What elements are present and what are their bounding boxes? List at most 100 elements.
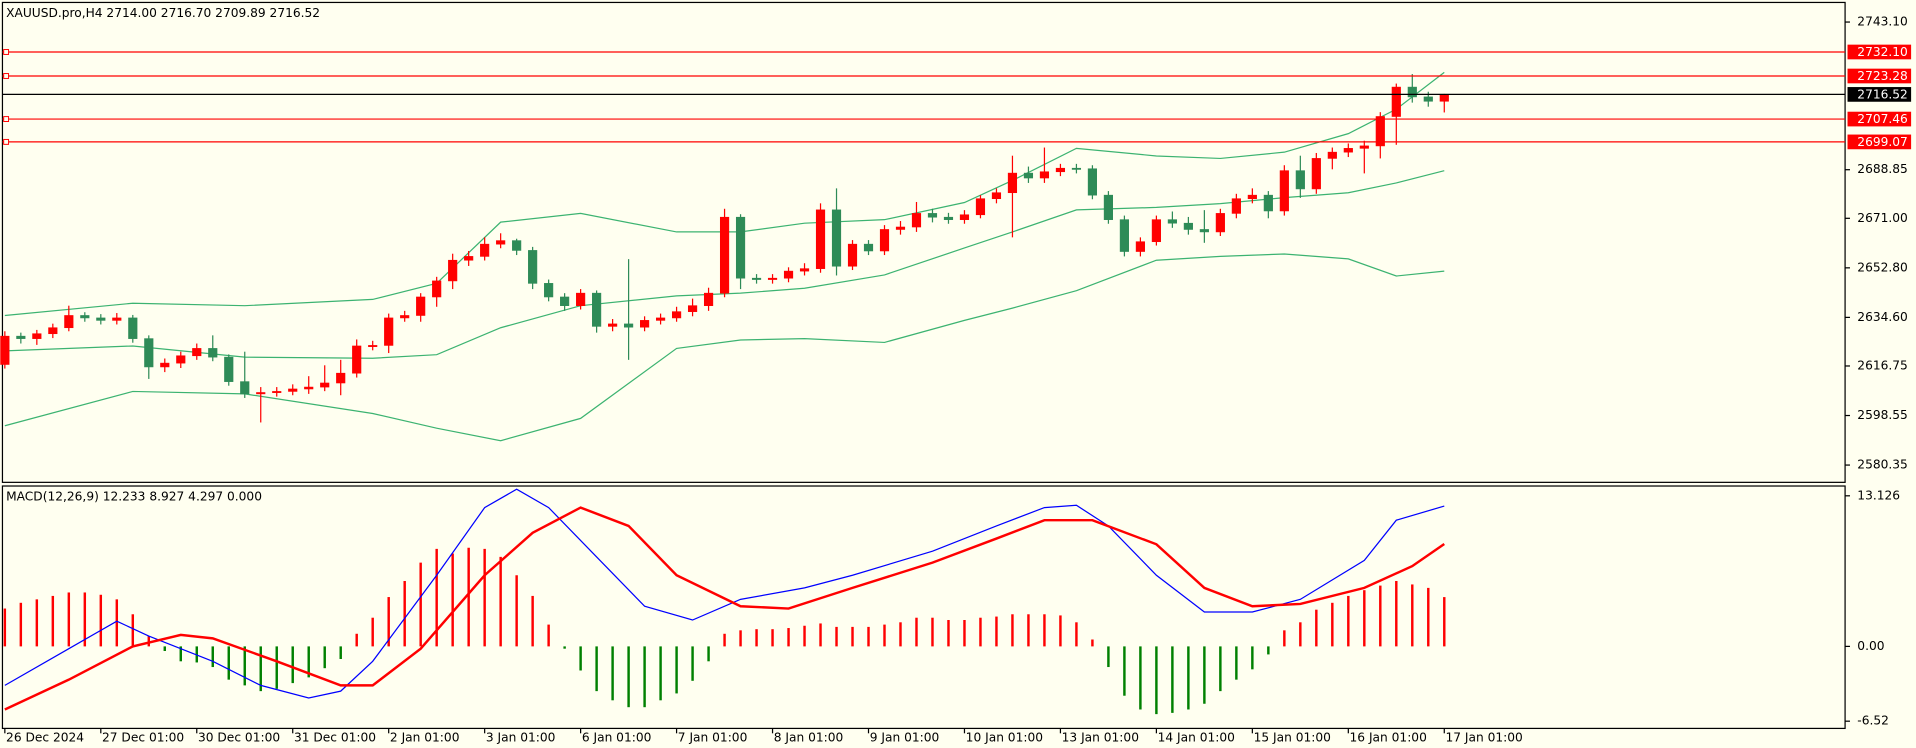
y-tick-label: 2598.55 (1857, 408, 1908, 422)
candle-body (831, 209, 842, 267)
candle-body (448, 259, 458, 282)
x-tick-label: 13 Jan 01:00 (1062, 731, 1139, 745)
x-tick-label: 7 Jan 01:00 (678, 731, 748, 745)
candle-body (1343, 148, 1353, 153)
candle-body (432, 280, 442, 298)
candle-body (128, 317, 138, 339)
candle-body (320, 382, 330, 388)
candle-body (608, 323, 618, 327)
candle-body (751, 277, 762, 280)
candle-body (1007, 172, 1018, 194)
y-tick-label: 2652.80 (1857, 260, 1908, 274)
level-label-box (1847, 134, 1912, 150)
candle-body (703, 292, 714, 306)
candle-body (256, 392, 266, 395)
level-label: 2723.28 (1857, 69, 1908, 83)
candle-body (1375, 116, 1385, 147)
macd-layer (3, 488, 1446, 715)
candle-body (496, 240, 506, 245)
candle-body (1151, 219, 1161, 243)
candle-body (719, 216, 730, 294)
axis-layer: 2743.10 2688.85 2671.00 2652.80 2634.60 2616.… (4, 15, 1912, 745)
x-tick-label: 10 Jan 01:00 (966, 731, 1043, 745)
candle-body (1327, 151, 1337, 159)
candle-body (544, 283, 554, 298)
indicator-line (4, 170, 1445, 359)
y-tick-label: 2743.10 (1857, 15, 1908, 29)
candle-body (1279, 170, 1289, 212)
candle-body (160, 362, 170, 368)
candle-body (943, 216, 954, 220)
candle-body (32, 333, 42, 339)
y-tick-label: 2616.75 (1857, 358, 1908, 372)
x-tick-label: 30 Dec 01:00 (198, 731, 280, 745)
candle-body (847, 243, 858, 267)
candle-body (1071, 167, 1082, 170)
candle-body (592, 292, 602, 327)
indicator-line (4, 506, 1445, 711)
candle-body (208, 348, 218, 358)
candle-body (911, 213, 922, 228)
candle-body (975, 198, 986, 216)
candle-body (1423, 96, 1433, 102)
level-label-box (1847, 44, 1912, 60)
candle-body (0, 335, 10, 365)
x-tick-label: 8 Jan 01:00 (774, 731, 844, 745)
candle-body (1311, 158, 1321, 190)
candle-body (1039, 171, 1050, 179)
x-tick-label: 31 Dec 01:00 (294, 731, 376, 745)
level-label: 2699.07 (1857, 135, 1908, 149)
y-tick-label: 2688.85 (1857, 162, 1908, 176)
candle-body (304, 386, 314, 390)
chart-title: XAUUSD.pro,H4 2714.00 2716.70 2709.89 27… (6, 6, 320, 20)
indicator-line (4, 71, 1445, 317)
candle-body (48, 327, 58, 335)
candle-body (240, 381, 250, 395)
x-tick-label: 15 Jan 01:00 (1254, 731, 1331, 745)
candle-body (815, 209, 826, 269)
candle-body (144, 338, 154, 368)
level-marker (3, 116, 10, 122)
candle-body (288, 388, 298, 392)
candle-body (16, 335, 26, 339)
candle-body (1295, 170, 1305, 190)
candle-body (112, 317, 122, 321)
y-tick-label: 13.126 (1857, 488, 1900, 502)
last-price-box (1847, 87, 1912, 102)
candle-body (1023, 172, 1034, 179)
candle-body (1407, 86, 1417, 98)
level-label: 2707.46 (1857, 112, 1908, 126)
candle-body (1119, 219, 1129, 252)
candle-body (400, 315, 410, 319)
candle-body (1263, 194, 1273, 212)
candle-body (272, 391, 282, 393)
level-label-box (1847, 111, 1912, 127)
candle-body (80, 315, 90, 319)
candle-body (1167, 219, 1177, 224)
x-tick-label: 14 Jan 01:00 (1158, 731, 1235, 745)
candle-body (336, 372, 346, 384)
y-tick-label: -6.52 (1857, 714, 1889, 728)
x-tick-label: 6 Jan 01:00 (582, 731, 652, 745)
x-tick-label: 17 Jan 01:00 (1446, 731, 1523, 745)
candle-body (560, 296, 570, 306)
x-tick-label: 26 Dec 2024 (6, 731, 84, 745)
y-tick-label: 0.00 (1857, 639, 1884, 653)
candle-body (64, 315, 74, 329)
candle-body (1391, 86, 1401, 117)
candle-body (352, 345, 362, 374)
candle-body (1103, 194, 1113, 220)
y-tick-label: 2634.60 (1857, 310, 1908, 324)
candle-body (1359, 145, 1369, 149)
candle-body (480, 243, 490, 257)
candle-body (783, 270, 794, 279)
candle-body (192, 348, 202, 357)
last-price-label: 2716.52 (1857, 88, 1908, 102)
macd-title: MACD(12,26,9) 12.233 8.927 4.297 0.000 (6, 490, 262, 504)
candle-body (528, 250, 538, 284)
x-tick-label: 3 Jan 01:00 (486, 731, 556, 745)
candle-body (176, 355, 186, 364)
candle-body (1215, 213, 1225, 233)
candle-body (687, 305, 698, 312)
